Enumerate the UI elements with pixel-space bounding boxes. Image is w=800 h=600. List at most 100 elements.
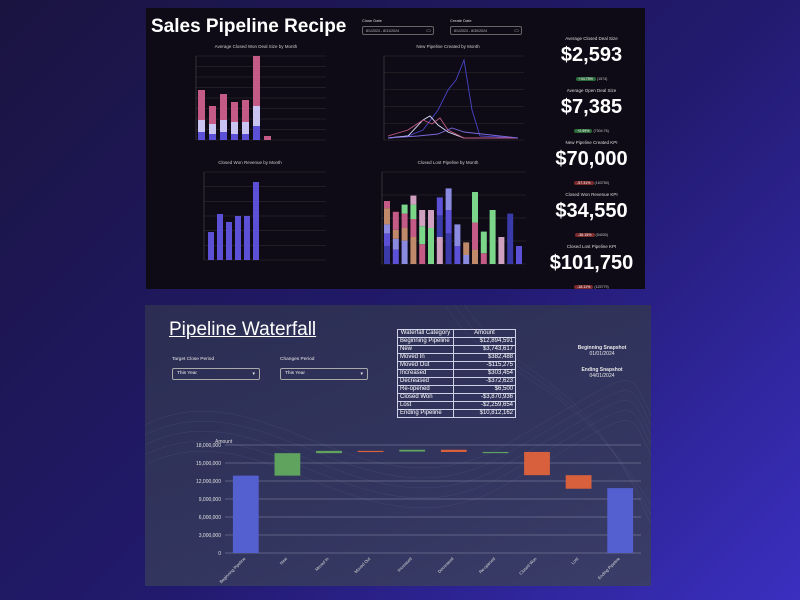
bar-segment (516, 246, 522, 264)
bar-segment (410, 204, 417, 219)
kpi-label: Closed Won Revenue KPI (565, 192, 618, 197)
kpi-label: Average Open Deal Size (566, 88, 617, 93)
table-header-row: Waterfall Category Amount (397, 329, 516, 338)
bar-segment (198, 132, 205, 140)
bar-segment (480, 253, 487, 264)
table-header: Amount (453, 329, 516, 338)
table-cell-amount: $12,894,591 (453, 337, 516, 346)
delta-badge: -36.15% (575, 233, 595, 237)
filter-label: Target Close Period (172, 357, 215, 362)
bar-segment (384, 233, 390, 246)
bar-segment (220, 94, 227, 120)
x-tick-label: Decreased (437, 556, 455, 574)
chevron-down-icon: ▾ (252, 371, 255, 377)
table-row: Lost -$2,259,654 (397, 401, 516, 410)
waterfall-bar (607, 488, 634, 553)
chart-title: Closed Won Revenue by Month (218, 160, 282, 165)
kpi-column: Average Closed Deal Size $2,593 +44.75% … (538, 8, 645, 289)
closed-lost-pipeline-plot (381, 171, 526, 265)
kpi-label: Closed Lost Pipeline KPI (566, 244, 617, 249)
bar (253, 182, 259, 260)
bar-segment (209, 134, 216, 140)
series-line (387, 127, 519, 139)
create-date-label: Create Date (450, 18, 472, 23)
kpi-delta: +2.99% (7304.76) (574, 129, 609, 133)
table-row: Decreased -$372,623 (397, 377, 516, 386)
bar-segment (472, 249, 478, 264)
bar-segment (445, 188, 452, 210)
x-tick-label: Lost (570, 556, 580, 566)
create-date-value: 8/1/2023 - 8/30/2024 (454, 29, 488, 33)
y-tick-label: 18,000,000 (196, 443, 221, 449)
kpi-delta: +44.75% (1574) (575, 77, 607, 81)
kpi-value: $7,385 (560, 96, 623, 118)
table-row: Re-opened $6,500 (397, 385, 516, 394)
bar-segment (480, 231, 487, 254)
bar (235, 216, 241, 260)
chevron-down-icon: ▾ (360, 371, 363, 377)
bar-segment (463, 255, 470, 264)
target-close-period-select[interactable]: This Year ▾ (172, 368, 260, 380)
create-date-filter: Create Date 8/1/2023 - 8/30/2024 ▭ (450, 18, 522, 35)
chart-title: Average Closed Won Deal Size by Month (214, 44, 298, 49)
table-cell-amount: $382,488 (453, 353, 516, 362)
calendar-icon[interactable]: ▭ (426, 28, 431, 34)
x-tick-label: Re-opened (478, 556, 497, 575)
bar-segment (242, 134, 249, 140)
table-cell-amount: $10,812,162 (453, 409, 516, 418)
bar-segment (231, 102, 238, 122)
table-cell-amount: -$115,275 (453, 361, 516, 370)
calendar-icon[interactable]: ▭ (514, 28, 519, 34)
bar-segment (472, 192, 478, 223)
close-date-input[interactable]: 8/1/2023 - 8/31/2024 ▭ (362, 26, 434, 35)
kpi-avg-closed-deal: Average Closed Deal Size $2,593 +44.75% … (538, 36, 645, 85)
dashboard-title: Sales Pipeline Recipe (151, 16, 347, 37)
y-axis-label: Amount (215, 439, 233, 445)
prev-value: (125779) (594, 285, 609, 289)
bar (226, 222, 232, 260)
snapshot-label: Ending Snapshot (581, 367, 623, 373)
bar-segment (231, 134, 238, 140)
table-cell-amount: $3,743,617 (453, 345, 516, 354)
prev-value: (163750) (594, 181, 609, 185)
bar-segment (445, 210, 452, 234)
kpi-delta: -36.15% (54030) (575, 233, 608, 237)
sales-pipeline-dashboard: Sales Pipeline Recipe Close Date 8/1/202… (146, 8, 645, 289)
bar-segment (428, 210, 434, 228)
closed-won-revenue-plot (203, 171, 326, 261)
snapshot-label: Beginning Snapshot (577, 345, 627, 351)
avg-deal-size-chart: Average Closed Won Deal Size by Month (182, 44, 330, 154)
y-tick-label: 12,000,000 (196, 479, 221, 485)
bar-segment (392, 229, 399, 239)
waterfall-bar (274, 453, 301, 476)
bar-segment (220, 120, 227, 132)
snapshot-value: 01/01/2024 (589, 351, 615, 357)
bar-segment (231, 122, 238, 134)
x-tick-label: Closed Won (518, 556, 538, 576)
waterfall-title: Pipeline Waterfall (169, 319, 317, 340)
select-value: This Year (285, 371, 305, 376)
waterfall-bar (482, 451, 509, 454)
create-date-input[interactable]: 8/1/2023 - 8/30/2024 ▭ (450, 26, 522, 35)
waterfall-chart: Amount 0 3,000,000 6,000,000 9,000,000 12,000… (196, 439, 641, 584)
bar-segment (384, 201, 390, 209)
changes-period-select[interactable]: This Year ▾ (280, 368, 368, 380)
y-tick-label: 0 (218, 551, 221, 557)
bar-segment (419, 226, 426, 245)
kpi-value: $2,593 (560, 44, 623, 66)
bar-segment (209, 106, 216, 124)
table-cell-category: Moved In (397, 353, 454, 362)
series-line (387, 58, 519, 139)
bar-segment (242, 100, 249, 122)
y-tick-label: 3,000,000 (199, 533, 221, 539)
kpi-value: $101,750 (549, 252, 634, 274)
table-row: Ending Pipeline $10,812,162 (397, 409, 516, 418)
bar (217, 214, 223, 260)
bar-segment (198, 90, 205, 120)
waterfall-bar (440, 449, 467, 452)
prev-value: (7304.76) (593, 129, 609, 133)
waterfall-bar (399, 449, 426, 452)
bar-segment (419, 210, 426, 227)
waterfall-bar (232, 475, 259, 553)
bar-segment (209, 124, 216, 134)
